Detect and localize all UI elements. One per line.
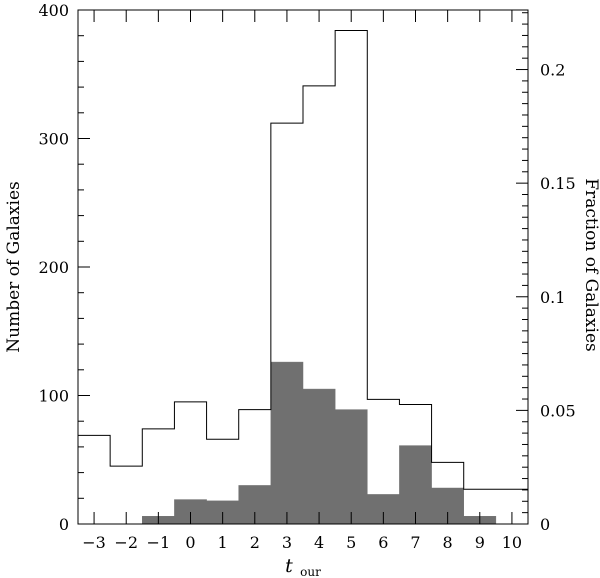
x-tick-label: 10 — [502, 533, 522, 552]
y-tick-label: 400 — [38, 1, 69, 20]
x-tick-label: 8 — [443, 533, 453, 552]
filled-bar — [270, 361, 304, 525]
x-tick-label: −2 — [114, 533, 138, 552]
y-tick-labels: 0 100 200 300 400 — [38, 1, 69, 534]
x-tick-label: 1 — [218, 533, 228, 552]
y2-tick-label: 0.05 — [540, 401, 576, 420]
x-tick-label: 7 — [410, 533, 420, 552]
y2-tick-labels: 0 0.05 0.1 0.15 0.2 — [540, 61, 576, 534]
x-axis-label-sub: our — [300, 565, 321, 578]
filled-bar — [302, 388, 336, 525]
ticks — [78, 9, 528, 525]
filled-bars — [142, 361, 497, 525]
y2-tick-label: 0.2 — [540, 61, 565, 80]
y-tick-label: 0 — [59, 515, 69, 534]
outline-histogram — [78, 30, 528, 490]
y-axis-label: Number of Galaxies — [4, 181, 24, 352]
y2-tick-label: 0.1 — [540, 288, 565, 307]
y-tick-label: 300 — [38, 130, 69, 149]
x-tick-label: −3 — [82, 533, 106, 552]
x-axis-label-main: t — [285, 555, 293, 577]
x-tick-label: −1 — [147, 533, 171, 552]
x-tick-label: 9 — [475, 533, 485, 552]
x-axis-label: t our — [285, 555, 321, 578]
y2-tick-label: 0.15 — [540, 174, 576, 193]
x-tick-label: 4 — [314, 533, 324, 552]
x-tick-label: 5 — [346, 533, 356, 552]
x-tick-label: 3 — [282, 533, 292, 552]
y-tick-label: 200 — [38, 258, 69, 277]
y-tick-label: 100 — [38, 387, 69, 406]
x-tick-label: 2 — [250, 533, 260, 552]
y2-axis-label: Fraction of Galaxies — [581, 178, 600, 351]
x-tick-label: 0 — [185, 533, 195, 552]
x-tick-labels: −3 −2 −1 0 1 2 3 4 5 6 7 8 9 10 — [82, 533, 522, 552]
filled-bar — [334, 409, 368, 525]
y2-tick-label: 0 — [540, 515, 550, 534]
x-tick-label: 6 — [378, 533, 388, 552]
